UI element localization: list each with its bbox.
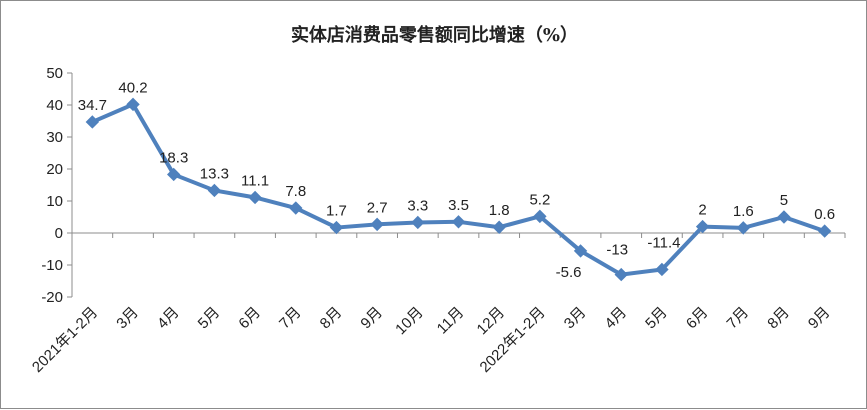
x-tick-label: 2021年1-2月 (29, 304, 101, 376)
x-tick-label: 9月 (805, 304, 834, 333)
y-tick-label: 30 (46, 129, 63, 146)
chart-title: 实体店消费品零售额同比增速（%） (290, 25, 579, 46)
x-tick-label: 9月 (357, 304, 386, 333)
data-point (695, 219, 710, 234)
series-line (91, 102, 826, 277)
x-tick-label: 10月 (392, 304, 426, 338)
data-point (248, 190, 262, 205)
data-label: 3.3 (407, 197, 428, 214)
y-tick-label: -10 (41, 257, 63, 274)
data-label: 13.3 (200, 165, 229, 182)
x-tick-label: 3月 (113, 304, 142, 333)
data-label: 2 (698, 202, 706, 219)
y-tick-label: 50 (46, 65, 63, 82)
data-point (370, 217, 384, 232)
x-tick-label: 7月 (276, 304, 305, 333)
x-tick-label: 4月 (602, 304, 631, 333)
data-point (411, 215, 425, 230)
data-label: 18.3 (159, 149, 188, 166)
x-tick-label: 7月 (724, 304, 753, 333)
data-label: 2.7 (367, 199, 388, 216)
data-point (329, 220, 344, 235)
x-tick-label: 6月 (235, 304, 264, 333)
data-point (533, 209, 547, 224)
data-point (289, 201, 303, 215)
x-tick-label: 11月 (434, 304, 468, 338)
data-point (614, 267, 628, 282)
data-label: -5.6 (556, 264, 582, 281)
data-label: -13 (606, 242, 628, 259)
data-label: 40.2 (118, 79, 147, 96)
data-point (167, 167, 181, 182)
data-label: 7.8 (285, 183, 306, 200)
x-tick-label: 5月 (642, 304, 671, 333)
data-point (207, 183, 222, 198)
data-point (85, 115, 100, 129)
x-tick-label: 6月 (683, 304, 712, 333)
x-tick-label: 5月 (195, 304, 224, 333)
y-tick-label: 20 (46, 161, 63, 178)
data-label: -11.4 (647, 234, 680, 251)
data-point (655, 262, 669, 277)
data-point (573, 244, 588, 258)
data-point (451, 215, 466, 229)
data-label: 5 (780, 192, 788, 209)
data-label: 1.6 (733, 203, 754, 220)
x-tick-label: 8月 (764, 304, 793, 333)
y-tick-label: 10 (46, 193, 63, 210)
data-label: 0.6 (814, 206, 835, 223)
x-tick-label: 3月 (561, 304, 590, 333)
data-label: 11.1 (241, 172, 269, 189)
data-point (736, 221, 750, 235)
x-tick-label: 8月 (317, 304, 346, 333)
y-tick-label: 40 (46, 97, 63, 114)
data-label: 1.8 (489, 202, 510, 219)
data-label: 34.7 (78, 97, 107, 114)
data-point (817, 224, 832, 238)
x-tick-label: 4月 (154, 304, 183, 333)
x-tick-label: 12月 (474, 304, 508, 338)
data-label: 5.2 (529, 191, 550, 208)
data-label: 3.5 (448, 197, 469, 214)
y-tick-label: -20 (41, 289, 63, 306)
data-label: 1.7 (326, 203, 347, 220)
data-point (492, 220, 506, 234)
data-point (777, 210, 791, 224)
y-tick-label: 0 (55, 225, 63, 242)
data-point (126, 97, 140, 112)
